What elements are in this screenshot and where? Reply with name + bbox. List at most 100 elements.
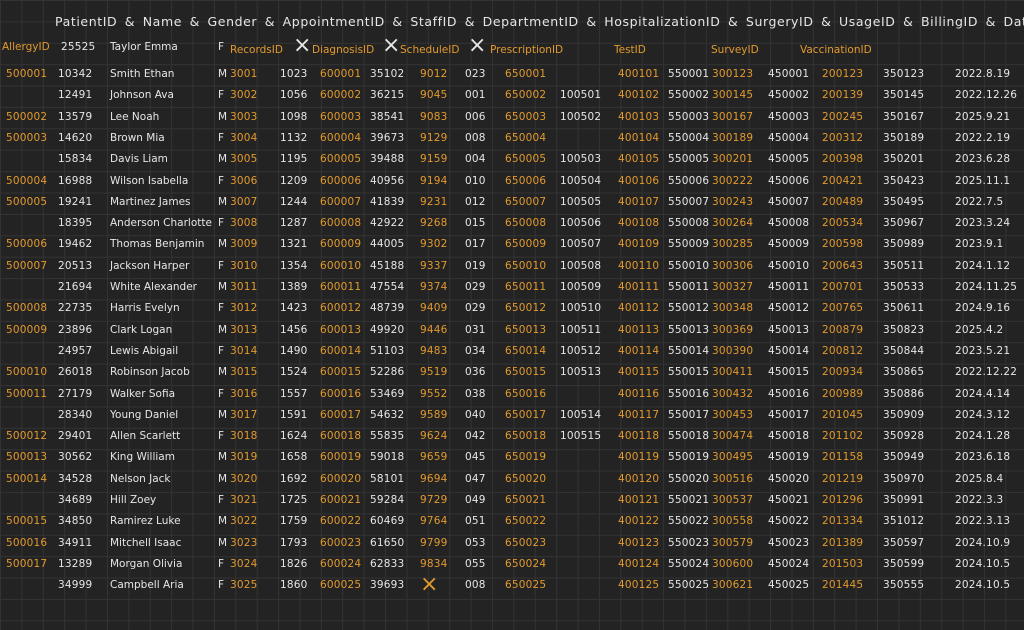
cell-surveyid: 300189 bbox=[712, 131, 754, 144]
cell-testid: 400105 bbox=[618, 153, 660, 166]
cell-appointmentid: 1209 bbox=[280, 174, 308, 187]
cell-diagnosisid: 600002 bbox=[320, 89, 362, 102]
cell-appointmentid: 1524 bbox=[280, 366, 308, 379]
cell-recordsid: 3003 bbox=[230, 110, 258, 123]
cell-appointmentid: 1725 bbox=[280, 494, 308, 506]
cell-vaccinationid: 200879 bbox=[822, 323, 864, 336]
cell-appointmentid: 1195 bbox=[280, 153, 308, 166]
cell-vaccinationid: 201445 bbox=[822, 579, 864, 592]
cell-vaccinationid: 200934 bbox=[822, 366, 864, 379]
cell-prescriptionid: 650007 bbox=[505, 195, 547, 208]
cell-name: Johnson Ava bbox=[110, 89, 174, 102]
cell-departmentid: 008 bbox=[465, 131, 486, 144]
cell-surveyid: 300495 bbox=[712, 451, 754, 464]
cross-mark-department: × bbox=[468, 33, 487, 58]
cell-prescriptionid: 650015 bbox=[505, 366, 547, 379]
cell-hospitalizationid: 100506 bbox=[560, 217, 602, 230]
cell-surveyid: 300201 bbox=[712, 153, 754, 166]
cell-date: 2024.4.14 bbox=[955, 387, 1011, 400]
cell-recordsid: 3007 bbox=[230, 195, 258, 208]
cell-prescriptionid: 650017 bbox=[505, 408, 547, 421]
cell-usageid: 450012 bbox=[768, 302, 810, 315]
cell-recordsid: 3018 bbox=[230, 430, 258, 443]
cell-testid: 400119 bbox=[618, 451, 660, 464]
cell-hospitalizationid: 100505 bbox=[560, 195, 602, 208]
cell-staffid: 39488 bbox=[370, 153, 405, 166]
cell-prescriptionid: 650003 bbox=[505, 110, 547, 123]
cell-appointmentid: 1490 bbox=[280, 344, 308, 357]
cell-surveyid: 300621 bbox=[712, 579, 754, 592]
cell-hospitalizationid: 100507 bbox=[560, 238, 602, 251]
cell-prescriptionid: 650013 bbox=[505, 323, 547, 336]
cell-testid: 400102 bbox=[618, 89, 660, 102]
cell-patientid: 23896 bbox=[58, 323, 93, 336]
cell-diagnosisid: 600005 bbox=[320, 153, 362, 166]
cell-usageid: 450019 bbox=[768, 451, 810, 464]
cell-scheduleid: 9083 bbox=[420, 110, 448, 123]
cell-gender: F bbox=[218, 494, 225, 506]
cell-appointmentid: 1456 bbox=[280, 323, 308, 336]
cell-date: 2022.2.19 bbox=[955, 131, 1011, 144]
cell-staffid: 51103 bbox=[370, 344, 405, 357]
cell-staffid: 49920 bbox=[370, 323, 405, 336]
cell-testid: 400121 bbox=[618, 494, 660, 506]
cell-vaccinationid: 200398 bbox=[822, 153, 864, 166]
cell-prescriptionid: 650006 bbox=[505, 174, 547, 187]
cell-prescriptionid: 650002 bbox=[505, 89, 547, 102]
cell-diagnosisid: 600009 bbox=[320, 238, 362, 251]
cell-departmentid: 053 bbox=[465, 536, 486, 549]
cell-billingid: 350844 bbox=[883, 344, 925, 357]
cell-testid: 400103 bbox=[618, 110, 660, 123]
prescription-header: PrescriptionID bbox=[490, 44, 564, 56]
cell-surgeryid: 550012 bbox=[668, 302, 710, 315]
patient-id: 25525 bbox=[61, 41, 96, 53]
cell-gender: F bbox=[218, 131, 225, 144]
cell-staffid: 61650 bbox=[370, 536, 405, 549]
cell-usageid: 450002 bbox=[768, 89, 810, 102]
cell-scheduleid: 9552 bbox=[420, 387, 448, 400]
cell-staffid: 39673 bbox=[370, 131, 405, 144]
cell-surveyid: 300453 bbox=[712, 408, 754, 421]
cell-scheduleid: 9446 bbox=[420, 323, 448, 336]
cell-testid: 400114 bbox=[618, 344, 660, 357]
cell-gender: M bbox=[218, 408, 228, 421]
cell-prescriptionid: 650022 bbox=[505, 515, 547, 528]
cell-date: 2022.8.19 bbox=[955, 68, 1011, 80]
cell-gender: M bbox=[218, 153, 228, 166]
cell-surveyid: 300411 bbox=[712, 366, 754, 379]
cell-departmentid: 006 bbox=[465, 110, 486, 123]
cell-billingid: 350611 bbox=[883, 302, 925, 315]
cell-appointmentid: 1389 bbox=[280, 281, 308, 293]
cell-scheduleid: 9129 bbox=[420, 131, 448, 144]
cell-vaccinationid: 201334 bbox=[822, 515, 864, 528]
cell-scheduleid: 9231 bbox=[420, 195, 448, 208]
cell-hospitalizationid: 100510 bbox=[560, 302, 602, 315]
cell-surveyid: 300264 bbox=[712, 217, 754, 230]
cell-departmentid: 047 bbox=[465, 472, 486, 485]
cell-vaccinationid: 200701 bbox=[822, 281, 864, 293]
cell-name: Clark Logan bbox=[110, 323, 173, 336]
cell-staffid: 62833 bbox=[370, 557, 405, 570]
cell-diagnosisid: 600018 bbox=[320, 430, 362, 443]
cell-departmentid: 015 bbox=[465, 217, 486, 230]
cell-surveyid: 300327 bbox=[712, 281, 754, 293]
cell-scheduleid: 9045 bbox=[420, 89, 448, 102]
cell-departmentid: 031 bbox=[465, 323, 486, 336]
cell-surveyid: 300432 bbox=[712, 387, 754, 400]
cell-staffid: 53469 bbox=[370, 387, 405, 400]
cell-prescriptionid: 650004 bbox=[505, 131, 547, 144]
cell-surgeryid: 550003 bbox=[668, 110, 710, 123]
vaccination-header: VaccinationID bbox=[800, 44, 872, 56]
cell-departmentid: 042 bbox=[465, 430, 486, 443]
cell-diagnosisid: 600019 bbox=[320, 451, 362, 464]
cell-appointmentid: 1658 bbox=[280, 451, 308, 464]
cell-surveyid: 300167 bbox=[712, 110, 754, 123]
cell-appointmentid: 1826 bbox=[280, 557, 308, 570]
cell-vaccinationid: 200489 bbox=[822, 195, 864, 208]
cell-surgeryid: 550025 bbox=[668, 579, 710, 592]
cell-surveyid: 300145 bbox=[712, 89, 754, 102]
cell-gender: F bbox=[218, 344, 225, 357]
cell-testid: 400104 bbox=[618, 131, 660, 144]
cell-recordsid: 3017 bbox=[230, 408, 258, 421]
cell-name: Ramirez Luke bbox=[110, 515, 181, 528]
